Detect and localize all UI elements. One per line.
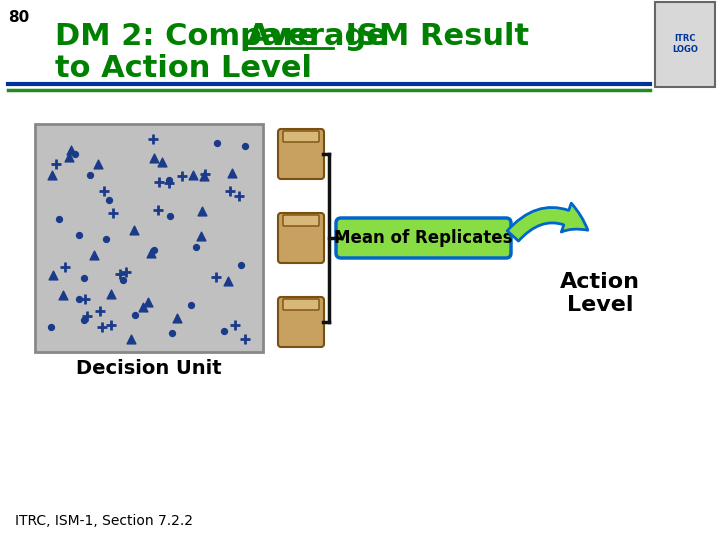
Text: Action
Level: Action Level — [560, 272, 640, 315]
Point — [210, 272, 222, 281]
Point — [199, 170, 211, 178]
Point — [153, 178, 164, 187]
FancyBboxPatch shape — [283, 131, 319, 142]
Point — [148, 153, 159, 162]
Point — [191, 242, 202, 251]
Point — [107, 208, 119, 217]
Text: DM 2: Compare: DM 2: Compare — [55, 22, 328, 51]
Point — [195, 232, 207, 240]
Point — [211, 139, 222, 147]
Text: ITRC
LOGO: ITRC LOGO — [672, 35, 698, 53]
FancyBboxPatch shape — [278, 129, 324, 179]
FancyBboxPatch shape — [278, 297, 324, 347]
Point — [142, 298, 153, 306]
Point — [199, 172, 210, 180]
Point — [59, 262, 71, 271]
Point — [70, 150, 81, 159]
Point — [78, 274, 90, 282]
Text: Average: Average — [247, 22, 388, 51]
Point — [73, 295, 84, 303]
Point — [105, 320, 117, 329]
Point — [53, 215, 65, 224]
Point — [130, 311, 141, 320]
Point — [99, 187, 110, 195]
Text: 80: 80 — [8, 10, 30, 25]
Point — [186, 171, 198, 179]
Point — [120, 268, 132, 277]
FancyBboxPatch shape — [655, 2, 715, 87]
Point — [94, 307, 106, 315]
Point — [88, 251, 99, 259]
Point — [73, 231, 84, 239]
Point — [176, 172, 188, 181]
Point — [48, 271, 59, 279]
Point — [125, 334, 137, 343]
Point — [63, 153, 75, 161]
Text: Decision Unit: Decision Unit — [76, 359, 222, 377]
Point — [171, 313, 183, 322]
Point — [164, 212, 176, 220]
Point — [166, 329, 178, 338]
Point — [78, 316, 90, 325]
Point — [239, 335, 251, 343]
Point — [45, 322, 57, 331]
Point — [138, 303, 149, 312]
Point — [66, 146, 77, 154]
Point — [105, 289, 117, 298]
Point — [222, 276, 234, 285]
Point — [229, 321, 240, 329]
Text: Mean of Replicates: Mean of Replicates — [334, 229, 513, 247]
Point — [156, 158, 167, 166]
Point — [186, 301, 197, 309]
FancyBboxPatch shape — [336, 218, 511, 258]
FancyBboxPatch shape — [278, 213, 324, 263]
Point — [50, 160, 62, 168]
Point — [92, 160, 104, 168]
Text: ISM Result: ISM Result — [335, 22, 529, 51]
Point — [46, 171, 58, 180]
Point — [117, 276, 129, 285]
Point — [218, 326, 230, 335]
Point — [96, 323, 108, 332]
Point — [145, 248, 156, 257]
FancyBboxPatch shape — [283, 299, 319, 310]
Point — [79, 295, 91, 304]
FancyBboxPatch shape — [35, 124, 263, 352]
Point — [57, 291, 68, 299]
Text: to Action Level: to Action Level — [55, 54, 312, 83]
Point — [84, 171, 96, 179]
Point — [233, 192, 244, 200]
Text: ITRC, ISM-1, Section 7.2.2: ITRC, ISM-1, Section 7.2.2 — [15, 514, 193, 528]
Point — [226, 169, 238, 178]
Point — [163, 176, 175, 184]
Point — [235, 261, 247, 269]
Point — [103, 196, 114, 205]
Point — [128, 226, 140, 234]
Point — [224, 187, 235, 195]
FancyArrowPatch shape — [507, 203, 588, 241]
Point — [114, 269, 125, 278]
Point — [148, 134, 159, 143]
FancyBboxPatch shape — [283, 215, 319, 226]
Point — [239, 142, 251, 151]
Point — [148, 246, 160, 254]
Point — [81, 312, 93, 321]
Point — [197, 206, 208, 215]
Point — [101, 235, 112, 244]
Point — [152, 206, 163, 214]
Point — [163, 178, 175, 187]
